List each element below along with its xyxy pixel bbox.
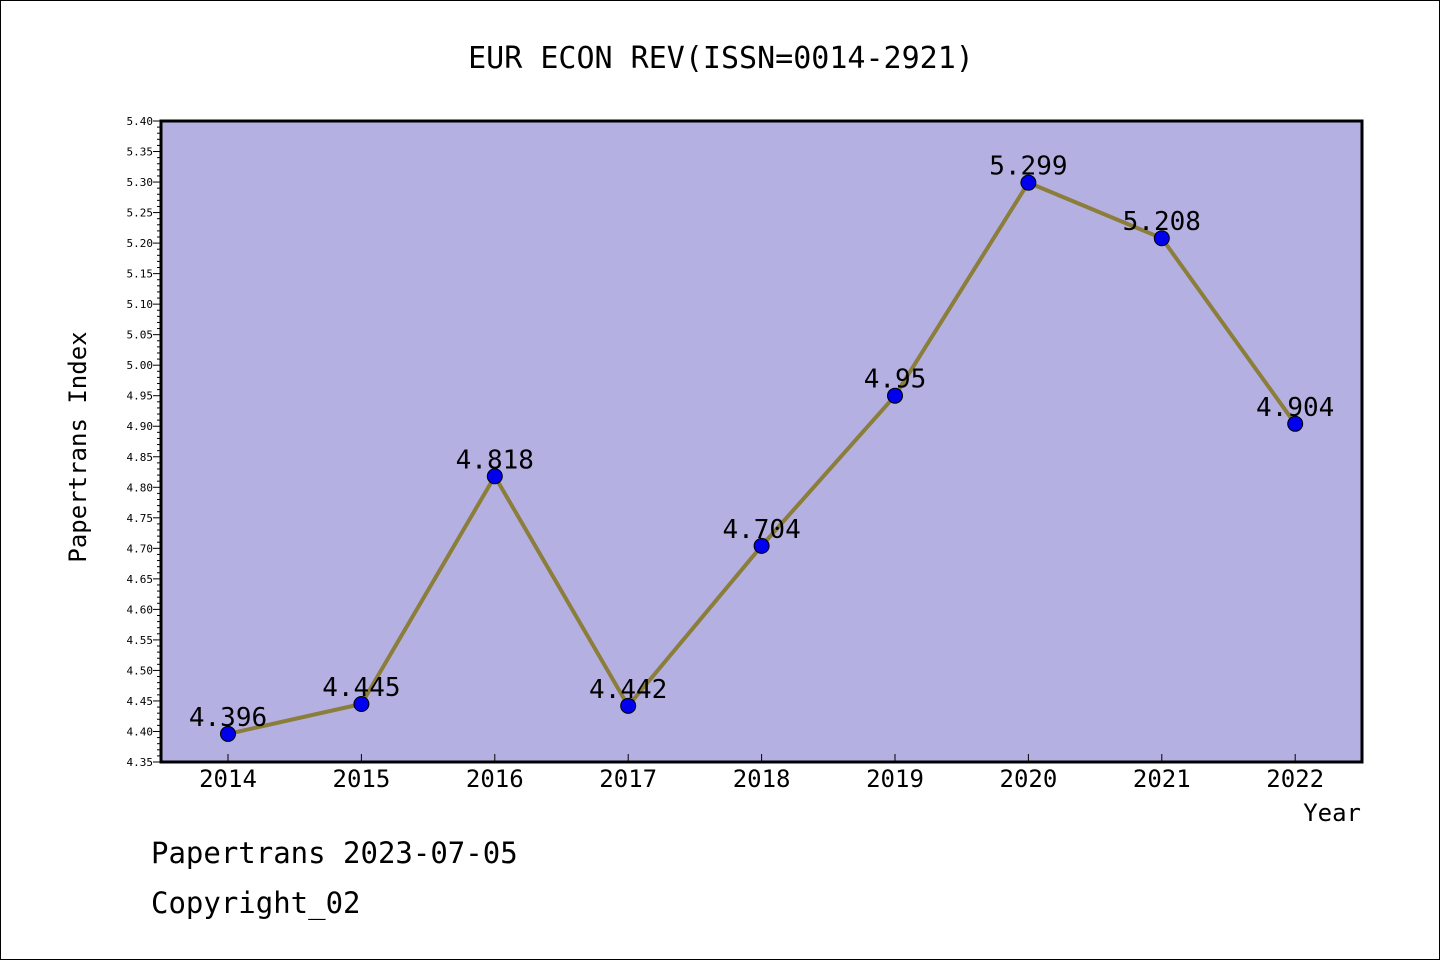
data-label: 4.704 — [722, 515, 800, 545]
chart-title: EUR ECON REV(ISSN=0014-2921) — [468, 41, 974, 76]
y-tick-label: 5.30 — [127, 176, 154, 189]
footer-copyright: Copyright_02 — [151, 886, 361, 920]
y-axis-label: Papertrans Index — [64, 331, 92, 562]
data-label: 4.818 — [456, 445, 534, 475]
data-point — [620, 697, 637, 714]
x-tick-label: 2017 — [599, 765, 657, 793]
y-tick-label: 5.35 — [127, 146, 154, 159]
x-tick-label: 2021 — [1133, 765, 1191, 793]
x-axis-label: Year — [1303, 799, 1361, 827]
y-tick-label: 4.35 — [127, 756, 154, 769]
y-tick-label: 5.15 — [127, 268, 154, 281]
footer-date: Papertrans 2023-07-05 — [151, 836, 518, 870]
y-tick-label: 5.10 — [127, 298, 154, 311]
data-label: 4.904 — [1256, 393, 1334, 423]
y-axis: 4.35 4.40 4.45 4.50 4.55 4.60 4.65 4.70 4.75 4.80… — [127, 115, 161, 769]
x-tick-label: 2020 — [1000, 765, 1058, 793]
data-point — [220, 725, 236, 742]
y-tick-label: 4.65 — [127, 573, 154, 586]
y-tick-label: 4.55 — [127, 634, 154, 647]
y-tick-label: 5.05 — [127, 329, 154, 342]
y-tick-label: 4.40 — [127, 725, 154, 738]
y-tick-label: 4.70 — [127, 542, 154, 555]
y-tick-label: 4.75 — [127, 512, 154, 525]
data-point — [486, 468, 503, 485]
data-label: 4.396 — [189, 703, 267, 733]
x-axis: 2014 2015 2016 2017 2018 2019 2020 2021 2022 — [199, 754, 1324, 793]
data-point — [1153, 230, 1170, 247]
y-tick-label: 5.25 — [127, 207, 154, 220]
x-tick-label: 2015 — [333, 765, 391, 793]
y-tick-label: 4.45 — [127, 695, 154, 708]
y-tick-label: 4.60 — [127, 603, 154, 616]
series-group: 4.396 4.445 4.818 4.442 4.704 4.95 5.299 5.208 4… — [189, 152, 1334, 742]
y-tick-label: 4.95 — [127, 390, 154, 403]
data-label: 4.445 — [322, 673, 400, 703]
data-label: 4.95 — [864, 365, 927, 395]
data-point — [887, 387, 903, 404]
data-point — [753, 537, 770, 554]
data-label: 4.442 — [589, 675, 667, 705]
x-tick-label: 2019 — [866, 765, 924, 793]
plot-area — [159, 119, 1364, 764]
x-tick-label: 2022 — [1266, 765, 1324, 793]
data-point — [1020, 174, 1037, 191]
y-tick-label: 4.50 — [127, 664, 154, 677]
x-tick-label: 2014 — [199, 765, 257, 793]
data-label: 5.208 — [1123, 207, 1201, 237]
y-tick-label: 5.20 — [127, 237, 154, 250]
y-tick-label: 4.90 — [127, 420, 154, 433]
x-tick-label: 2018 — [733, 765, 791, 793]
y-tick-label: 4.85 — [127, 451, 154, 464]
data-label: 5.299 — [989, 152, 1067, 182]
y-tick-label: 5.40 — [127, 115, 154, 128]
data-point — [353, 696, 370, 713]
y-tick-label: 5.00 — [127, 359, 154, 372]
data-point — [1287, 415, 1304, 432]
x-tick-label: 2016 — [466, 765, 524, 793]
y-tick-label: 4.80 — [127, 481, 154, 494]
